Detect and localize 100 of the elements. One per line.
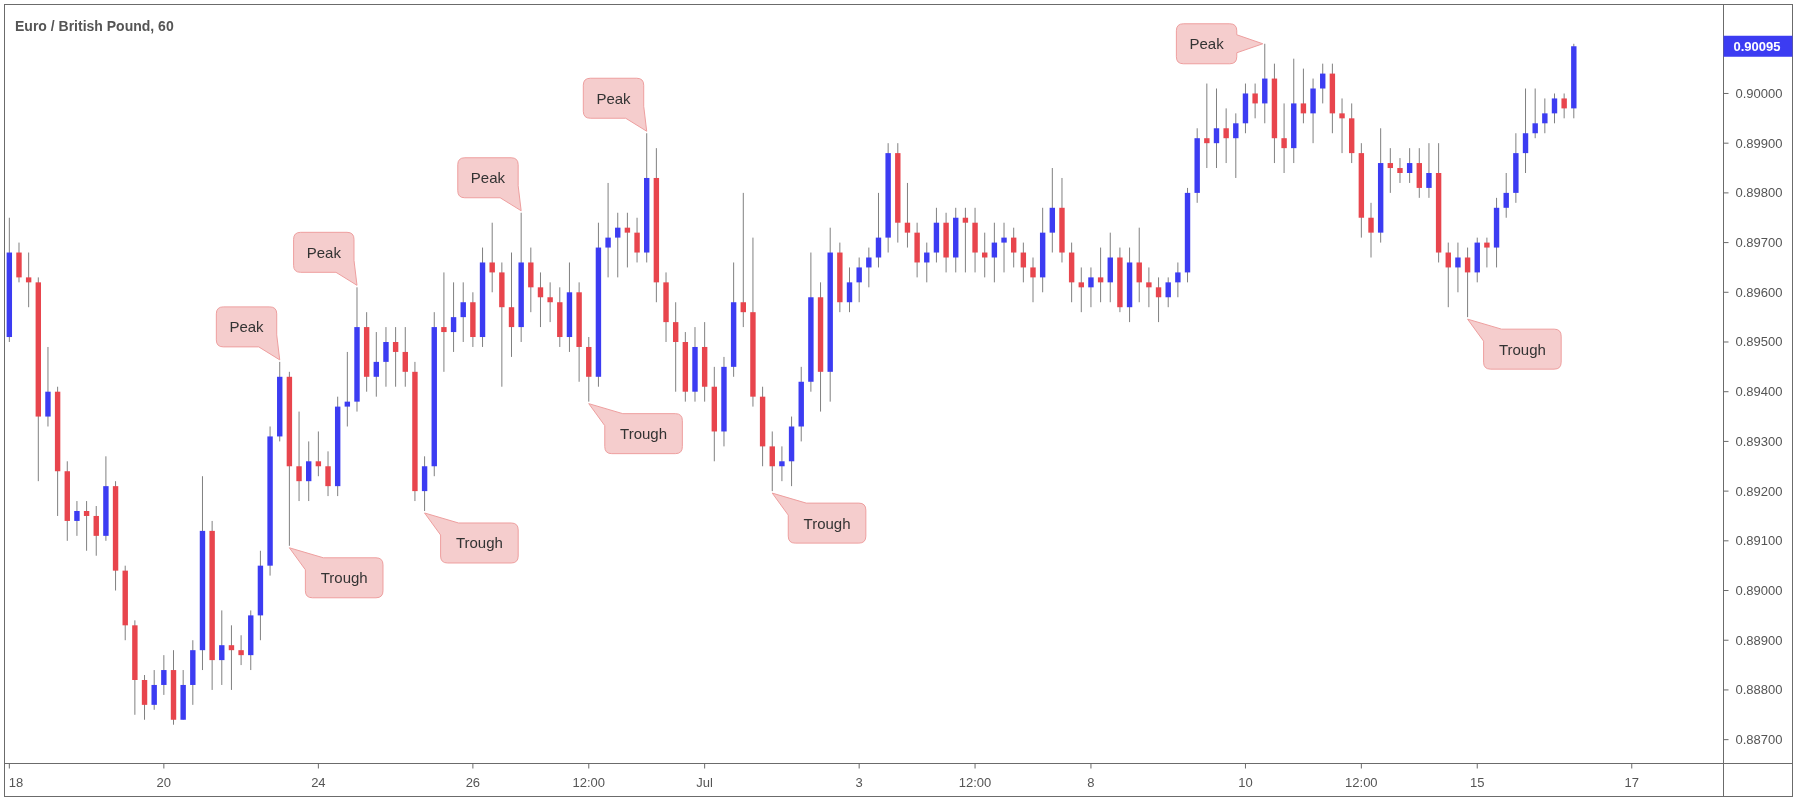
- candlestick: [769, 430, 775, 492]
- candlestick: [1300, 68, 1307, 124]
- candlestick: [962, 207, 969, 273]
- candlestick: [25, 252, 32, 308]
- candlestick: [672, 301, 679, 393]
- candlestick: [1455, 242, 1461, 293]
- candlestick: [1532, 88, 1538, 139]
- candlestick: [991, 222, 998, 283]
- candlestick: [1320, 63, 1326, 104]
- candlestick: [383, 326, 389, 388]
- y-tick-label: 0.88800: [1735, 682, 1783, 698]
- y-tick-label: 0.89200: [1735, 483, 1783, 499]
- candlestick: [373, 331, 380, 398]
- candlestick: [1146, 266, 1152, 308]
- candlestick: [1097, 247, 1104, 303]
- candlestick: [1088, 266, 1094, 308]
- candlestick: [450, 281, 457, 353]
- candlestick: [1368, 202, 1374, 258]
- x-tick-label: 12:00: [958, 774, 992, 790]
- y-tick-label: 0.89000: [1735, 583, 1783, 599]
- annotation: Trough: [803, 514, 851, 532]
- y-tick-label: 0.89600: [1735, 284, 1783, 300]
- candlestick: [460, 281, 466, 343]
- text: 0.90095: [1733, 38, 1781, 54]
- candlestick: [1406, 147, 1413, 184]
- candlestick: [846, 266, 853, 313]
- candlestick: [1387, 147, 1394, 194]
- y-tick-label: 0.88700: [1735, 732, 1783, 748]
- x-tick-label: 15: [1470, 774, 1485, 790]
- candlestick: [856, 257, 862, 303]
- candlestick: [325, 450, 331, 497]
- candlestick: [1339, 97, 1345, 154]
- annotation: Trough: [1498, 340, 1546, 358]
- candlestick: [228, 624, 235, 691]
- annotation: Peak: [1189, 35, 1225, 53]
- candlestick: [1204, 83, 1210, 169]
- candlestick: [615, 212, 621, 278]
- candlestick: [605, 182, 611, 278]
- candlestick: [306, 440, 312, 502]
- annotation: Peak: [470, 169, 506, 187]
- x-tick-label: 18: [8, 774, 24, 790]
- x-tick-label: 12:00: [572, 774, 606, 790]
- candlestick: [1484, 237, 1490, 268]
- candlestick: [866, 247, 872, 288]
- candlestick: [624, 212, 631, 268]
- candlestick: [151, 669, 157, 711]
- candlestick: [1426, 142, 1432, 199]
- candlestick: [74, 500, 80, 537]
- candlestick: [1078, 266, 1084, 313]
- candlestick: [1136, 227, 1142, 303]
- candlestick: [1155, 276, 1162, 323]
- y-tick-label: 0.89900: [1735, 135, 1783, 151]
- x-tick-label: Jul: [696, 774, 714, 790]
- candlestick: [219, 609, 225, 686]
- x-tick-label: 24: [311, 774, 326, 790]
- candlestick: [634, 217, 640, 263]
- candlestick: [93, 505, 99, 557]
- y-tick-label: 0.89700: [1735, 235, 1783, 251]
- candlestick: [1397, 157, 1403, 184]
- candlestick: [1561, 92, 1567, 119]
- candlestick: [904, 182, 911, 249]
- x-tick-label: 8: [1087, 774, 1095, 790]
- y-tick-label: 0.89500: [1735, 334, 1783, 350]
- annotation: Trough: [320, 569, 368, 587]
- candlestick: [1001, 222, 1007, 273]
- annotation: Peak: [229, 318, 265, 336]
- y-tick-label: 0.89400: [1735, 384, 1783, 400]
- candlestick: [1252, 83, 1258, 119]
- x-tick-label: 3: [855, 774, 863, 790]
- candlestick: [83, 500, 90, 552]
- annotation: Trough: [455, 534, 503, 552]
- candlestick: [1522, 88, 1529, 174]
- candlestick: [982, 232, 988, 278]
- y-tick-label: 0.89300: [1735, 433, 1783, 449]
- candlestick: [1165, 276, 1171, 308]
- candlestick: [508, 252, 515, 358]
- candlestick: [296, 411, 302, 502]
- x-tick-label: 20: [156, 774, 172, 790]
- candlestick: [238, 634, 244, 666]
- candlestick: [547, 281, 553, 323]
- candlestick: [1030, 257, 1036, 303]
- candlestick: [1281, 102, 1287, 174]
- text: Euro / British Pound, 60: [15, 18, 174, 34]
- candlestick: [161, 654, 167, 696]
- y-tick-label: 0.89800: [1735, 185, 1783, 201]
- annotation: Peak: [596, 89, 632, 107]
- candlestick: [740, 192, 746, 328]
- candlestick: [489, 222, 495, 293]
- candlestick: [1551, 92, 1558, 124]
- candlestick: [1010, 227, 1017, 268]
- annotation: Peak: [306, 243, 342, 261]
- candlestick: [875, 192, 882, 268]
- y-tick-label: 0.88900: [1735, 632, 1783, 648]
- candlestick: [392, 326, 399, 388]
- candlestick: [1175, 261, 1181, 298]
- candlestick: [1542, 97, 1548, 134]
- candlestick: [1223, 107, 1229, 164]
- candlestick: [315, 430, 322, 477]
- candlestick: [1503, 172, 1509, 219]
- x-tick-label: 12:00: [1345, 774, 1378, 790]
